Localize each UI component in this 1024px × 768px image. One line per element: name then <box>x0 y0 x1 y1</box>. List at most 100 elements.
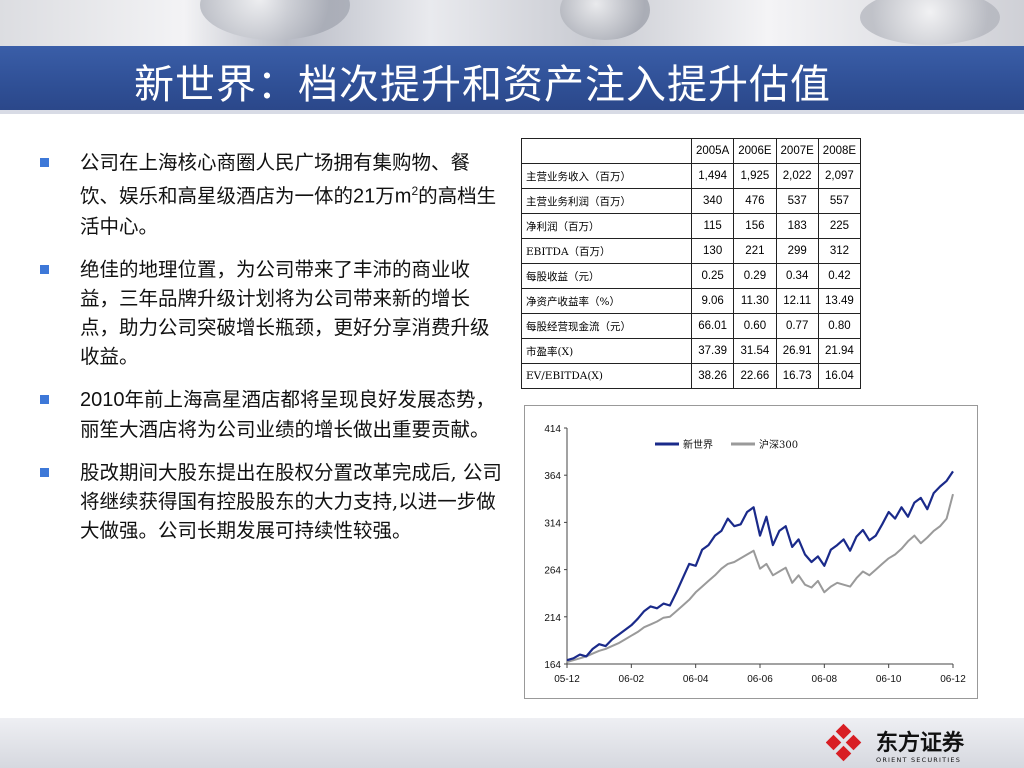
table-row: EV/EBITDA(X) 38.26 22.66 16.73 16.04 <box>521 363 862 389</box>
table-row: 每股经营现金流（元） 66.01 0.60 0.77 0.80 <box>521 313 862 339</box>
table-cell: 38.26 <box>690 363 735 389</box>
title-bar <box>0 46 1024 114</box>
decorative-header-band <box>0 0 1024 46</box>
table-row: 每股收益（元） 0.25 0.29 0.34 0.42 <box>521 263 862 289</box>
table-cell: 115 <box>690 213 735 239</box>
table-row: 主营业务利润（百万） 340 476 537 557 <box>521 188 862 214</box>
table-cell: 130 <box>690 238 735 264</box>
table-cell: 22.66 <box>733 363 777 389</box>
legend-label: 沪深300 <box>759 438 798 451</box>
bullet-text: 股改期间大股东提出在股权分置改革完成后, 公司将继续获得国有控股股东的大力支持,… <box>80 460 502 542</box>
title-bar-edge <box>0 110 1024 114</box>
table-cell: 0.42 <box>817 263 862 289</box>
table-cell: 183 <box>775 213 819 239</box>
x-tick-label: 06-10 <box>876 674 902 685</box>
x-tick-label: 06-08 <box>812 674 838 685</box>
table-cell: 312 <box>817 238 862 264</box>
table-row: 净利润（百万） 115 156 183 225 <box>521 213 862 239</box>
bullet-text-end: 的高档生活中心。 <box>80 184 497 238</box>
area-unit-text: 万 <box>375 184 395 208</box>
column-header: 2005A <box>690 138 735 164</box>
table-cell: 0.29 <box>733 263 777 289</box>
series-line-0 <box>566 470 954 662</box>
table-cell: 13.49 <box>817 288 862 314</box>
table-corner-cell <box>521 138 692 164</box>
bullet-year: 2010 <box>80 388 125 411</box>
table-cell: 2,022 <box>775 163 819 189</box>
table-row: EBITDA（百万） 130 221 299 312 <box>521 238 862 264</box>
table-cell: 340 <box>690 188 735 214</box>
bullet-item: 绝佳的地理位置，为公司带来了丰沛的商业收益，三年品牌升级计划将为公司带来新的增长… <box>38 255 508 371</box>
row-label: EV/EBITDA(X) <box>521 363 692 389</box>
column-header: 2008E <box>817 138 862 164</box>
table-row: 净资产收益率（%） 9.06 11.30 12.11 13.49 <box>521 288 862 314</box>
bullet-item: 股改期间大股东提出在股权分置改革完成后, 公司将继续获得国有控股股东的大力支持,… <box>38 458 508 545</box>
table-cell: 1,494 <box>690 163 735 189</box>
table-cell: 221 <box>733 238 777 264</box>
table-cell: 11.30 <box>733 288 777 314</box>
table-cell: 156 <box>733 213 777 239</box>
row-label: 市盈率(X) <box>521 338 692 364</box>
legend-label: 新世界 <box>683 438 713 451</box>
y-tick-label: 164 <box>544 660 561 671</box>
row-label: 净利润（百万） <box>521 213 692 239</box>
table-header-row: 2005A 2006E 2007E 2008E <box>521 138 862 164</box>
table-cell: 0.60 <box>733 313 777 339</box>
area-number: 21 <box>353 185 376 208</box>
bullet-marker <box>40 264 49 274</box>
y-tick-label: 364 <box>544 471 561 482</box>
row-label: 每股经营现金流（元） <box>521 313 692 339</box>
table-cell: 476 <box>733 188 777 214</box>
svg-text:ORIENT SECURITIES: ORIENT SECURITIES <box>876 756 961 764</box>
table-cell: 37.39 <box>690 338 735 364</box>
svg-text:东方证券: 东方证券 <box>876 730 965 756</box>
x-tick-label: 06-12 <box>940 674 966 685</box>
bullet-marker <box>40 467 49 477</box>
orient-securities-logo: 东方证券 ORIENT SECURITIES <box>826 723 965 764</box>
table-cell: 16.73 <box>775 363 819 389</box>
bullet-item: 2010年前上海高星酒店都将呈现良好发展态势，丽笙大酒店将为公司业绩的增长做出重… <box>38 385 508 444</box>
series-line-1 <box>566 493 954 664</box>
table-row: 市盈率(X) 37.39 31.54 26.91 21.94 <box>521 338 862 364</box>
table-cell: 1,925 <box>733 163 777 189</box>
row-label: 主营业务利润（百万） <box>521 188 692 214</box>
table-row: 主营业务收入（百万） 1,494 1,925 2,022 2,097 <box>521 163 862 189</box>
table-cell: 66.01 <box>690 313 735 339</box>
table-cell: 225 <box>817 213 862 239</box>
row-label: 每股收益（元） <box>521 263 692 289</box>
table-cell: 2,097 <box>817 163 862 189</box>
decorative-droplet <box>200 0 350 40</box>
table-cell: 31.54 <box>733 338 777 364</box>
table-cell: 0.77 <box>775 313 819 339</box>
column-header: 2006E <box>733 138 777 164</box>
table-cell: 0.25 <box>690 263 735 289</box>
table-cell: 21.94 <box>817 338 862 364</box>
bullet-text: 公司在上海核心商圈人民广场拥有集购物、餐饮、娱乐和高星级酒店为一体的 <box>80 151 471 208</box>
bullet-marker <box>40 394 49 404</box>
table-cell: 557 <box>817 188 862 214</box>
y-tick-label: 214 <box>544 613 561 624</box>
bullet-item: 公司在上海核心商圈人民广场拥有集购物、餐饮、娱乐和高星级酒店为一体的21万m2的… <box>38 148 508 241</box>
slide-title: 新世界：档次提升和资产注入提升估值 <box>134 62 831 108</box>
x-tick-label: 06-04 <box>683 674 709 685</box>
stock-chart: 414 364 314 264 214 164 05-12 06-02 06-04 06-06 06… <box>524 405 978 699</box>
table-cell: 16.04 <box>817 363 862 389</box>
decorative-droplet <box>860 0 1000 45</box>
table-cell: 12.11 <box>775 288 819 314</box>
table-cell: 26.91 <box>775 338 819 364</box>
table-cell: 9.06 <box>690 288 735 314</box>
logo-mark-icon <box>826 723 862 762</box>
area-unit-superscript: 2 <box>411 184 419 198</box>
x-tick-label: 05-12 <box>554 674 580 685</box>
row-label: EBITDA（百万） <box>521 238 692 264</box>
table-cell: 299 <box>775 238 819 264</box>
bullet-text: 年前上海高星酒店都将呈现良好发展态势，丽笙大酒店将为公司业绩的增长做出重要贡献。 <box>80 387 496 441</box>
y-tick-label: 314 <box>544 518 561 529</box>
table-cell: 0.34 <box>775 263 819 289</box>
row-label: 主营业务收入（百万） <box>521 163 692 189</box>
column-header: 2007E <box>775 138 819 164</box>
line-chart-svg: 414 364 314 264 214 164 05-12 06-02 06-04 06-06 06… <box>544 424 966 685</box>
table-cell: 537 <box>775 188 819 214</box>
y-tick-label: 414 <box>544 424 561 435</box>
area-unit: m <box>394 185 412 208</box>
